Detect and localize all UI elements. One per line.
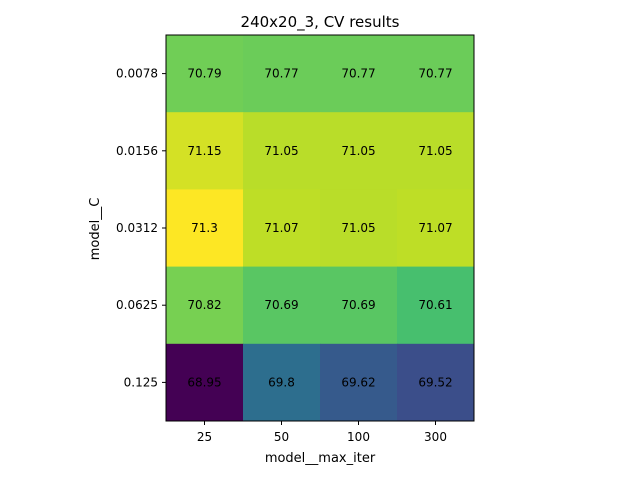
- heatmap-cell-label: 69.52: [418, 375, 452, 389]
- heatmap-cell: [243, 189, 321, 268]
- heatmap-cell: [397, 266, 475, 345]
- heatmap-cell-label: 71.07: [264, 221, 298, 235]
- heatmap-cell: [243, 112, 321, 190]
- x-axis-ticks: 25 50 100 300: [197, 421, 447, 444]
- y-tick-label: 0.0625: [116, 298, 158, 312]
- heatmap-cell-label: 70.82: [187, 298, 221, 312]
- heatmap-cell-label: 71.05: [341, 221, 375, 235]
- heatmap-cell: [166, 35, 244, 113]
- heatmap-cell-label: 69.8: [268, 375, 295, 389]
- heatmap-cell: [397, 35, 475, 113]
- heatmap-cell-label: 69.62: [341, 375, 375, 389]
- y-tick-label: 0.0156: [116, 144, 158, 158]
- heatmap-cell: [320, 266, 398, 345]
- heatmap-cell: [166, 343, 244, 422]
- heatmap-cell-label: 70.77: [418, 67, 452, 81]
- heatmap-cell: [166, 112, 244, 190]
- y-axis-ticks: 0.0078 0.0156 0.0312 0.0625 0.125: [116, 67, 166, 389]
- x-tick-label: 100: [347, 430, 370, 444]
- heatmap-cell-label: 71.3: [191, 221, 218, 235]
- heatmap-cell: [397, 112, 475, 190]
- heatmap-cell: [397, 343, 475, 422]
- heatmap-cell: [243, 266, 321, 345]
- heatmap-cell-label: 70.61: [418, 298, 452, 312]
- heatmap-cell-label: 70.77: [341, 67, 375, 81]
- heatmap-cell: [166, 266, 244, 345]
- heatmap-cell: [243, 343, 321, 422]
- heatmap-cell-label: 71.05: [341, 144, 375, 158]
- heatmap-cell: [320, 35, 398, 113]
- x-tick-label: 300: [424, 430, 447, 444]
- heatmap-cell: [320, 343, 398, 422]
- heatmap-cell-label: 70.69: [341, 298, 375, 312]
- x-tick-label: 25: [197, 430, 212, 444]
- heatmap-cell-label: 70.77: [264, 67, 298, 81]
- chart-title: 240x20_3, CV results: [241, 13, 400, 32]
- heatmap-cell-label: 71.15: [187, 144, 221, 158]
- heatmap-cell-label: 68.95: [187, 375, 221, 389]
- heatmap-cell-labels: 70.79 70.77 70.77 70.77 71.15 71.05 71.05 71.05…: [187, 67, 452, 390]
- x-tick-label: 50: [274, 430, 289, 444]
- y-tick-label: 0.125: [124, 375, 158, 389]
- heatmap-cell: [397, 189, 475, 268]
- heatmap-cell: [320, 189, 398, 268]
- heatmap-cell: [243, 35, 321, 113]
- y-axis-label: model__C: [88, 198, 103, 261]
- heatmap-cell-label: 70.79: [187, 67, 221, 81]
- heatmap-cells: [166, 35, 475, 422]
- heatmap-cell-label: 71.07: [418, 221, 452, 235]
- y-tick-label: 0.0312: [116, 221, 158, 235]
- y-tick-label: 0.0078: [116, 67, 158, 81]
- heatmap-cell-label: 71.05: [418, 144, 452, 158]
- heatmap-cell-label: 70.69: [264, 298, 298, 312]
- heatmap-cell: [166, 189, 244, 268]
- x-axis-label: model__max_iter: [265, 451, 376, 466]
- heatmap-cell: [320, 112, 398, 190]
- heatmap-cell-label: 71.05: [264, 144, 298, 158]
